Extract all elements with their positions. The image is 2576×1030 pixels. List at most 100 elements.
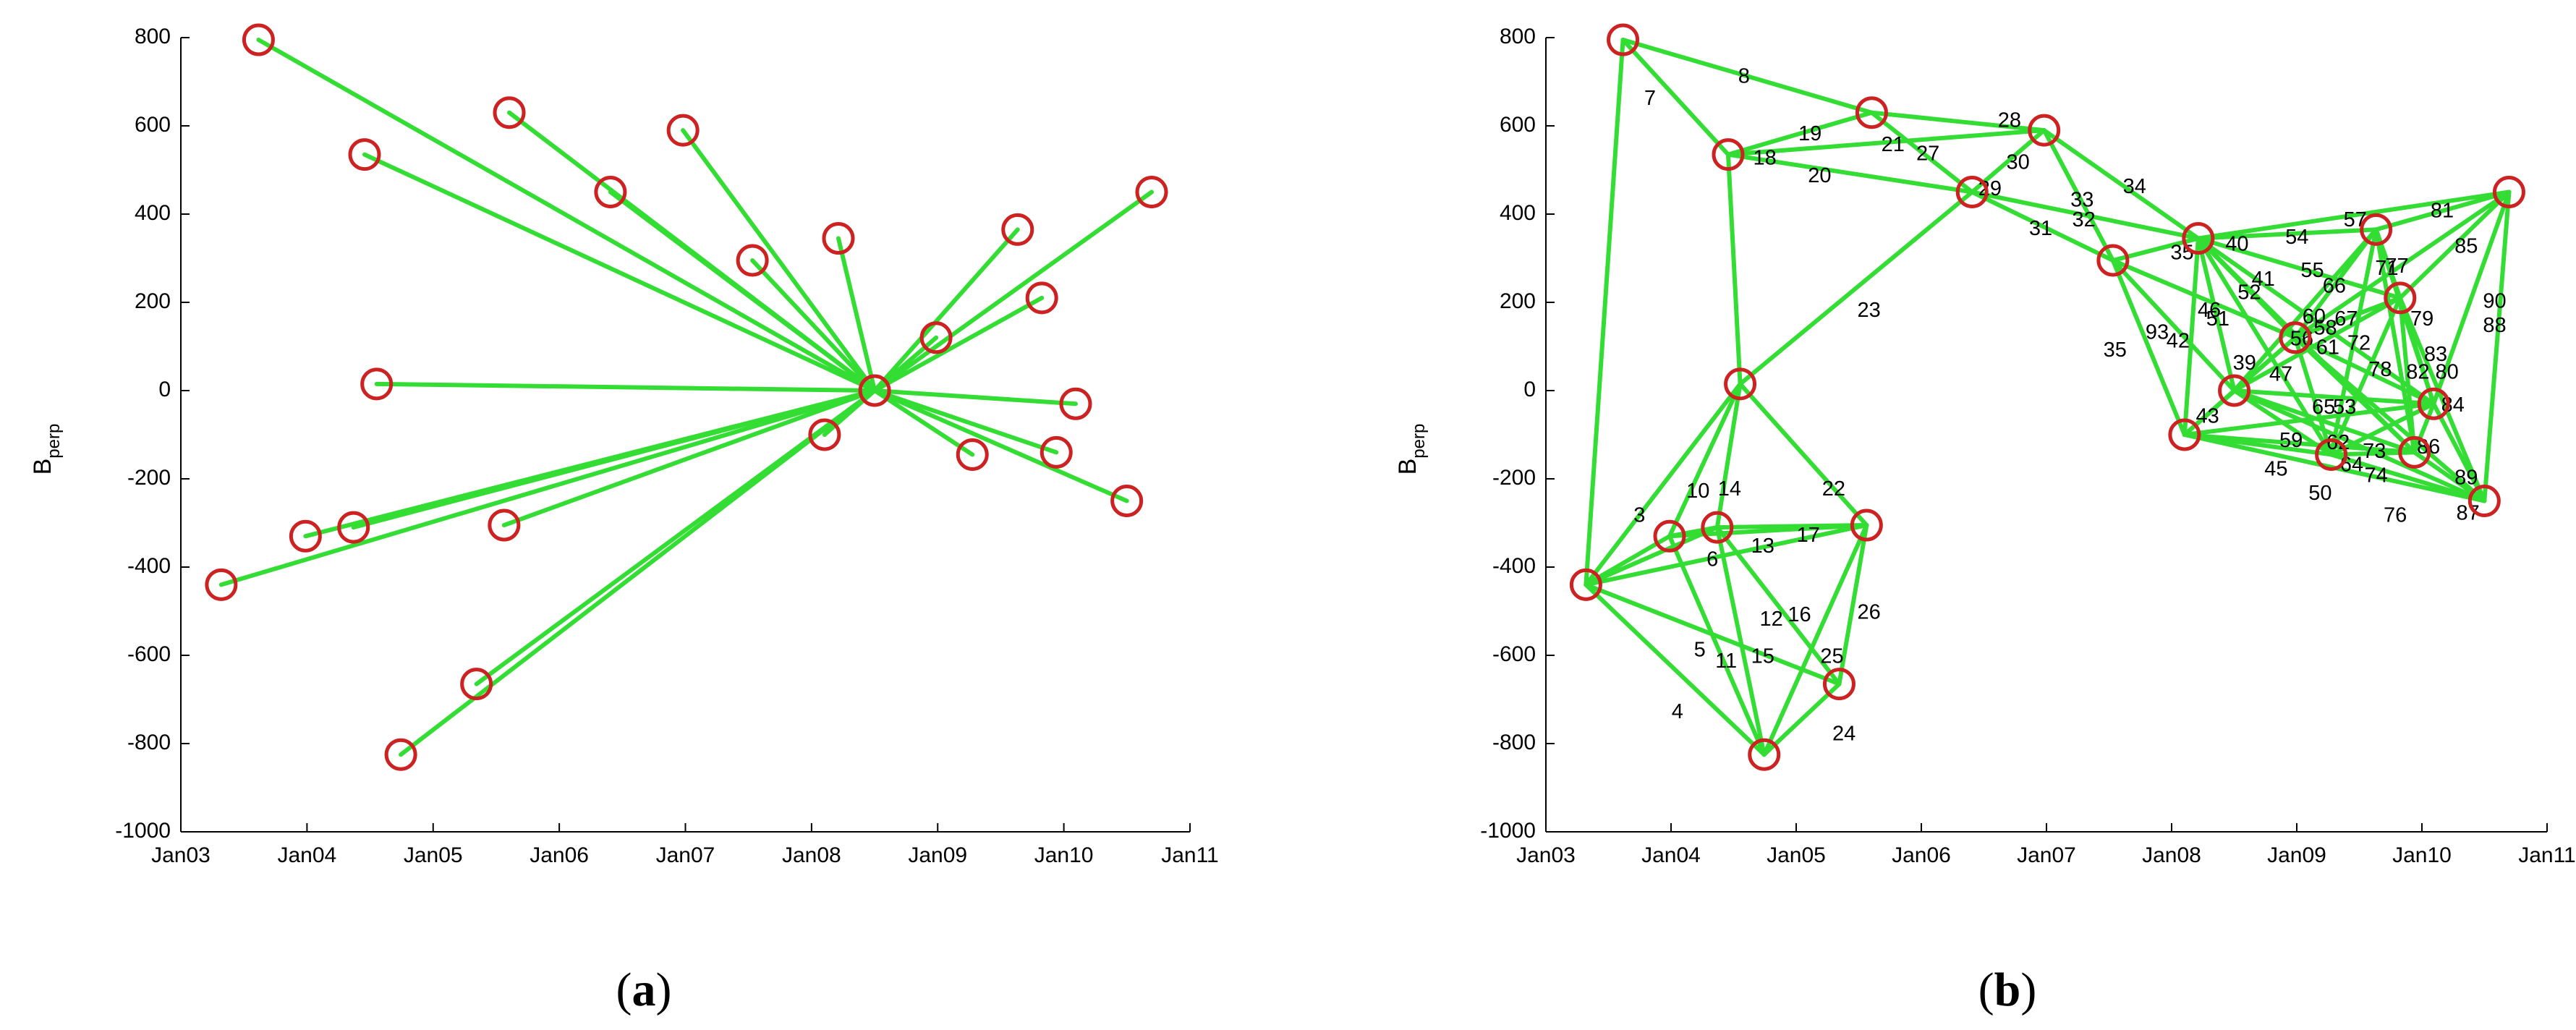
edge-label: 21 <box>1882 133 1905 156</box>
x-tick-label: Jan04 <box>278 843 337 867</box>
y-tick-label: -1000 <box>115 819 171 843</box>
baseline-edge <box>836 236 877 393</box>
acquisition-marker <box>2168 418 2201 451</box>
baseline-edge <box>872 388 1059 455</box>
baseline-edge <box>2195 236 2237 393</box>
edge-label: 50 <box>2308 482 2331 505</box>
baseline-edge <box>2329 401 2436 457</box>
baseline-edge <box>2182 236 2201 437</box>
edge-label: 52 <box>2237 281 2261 304</box>
y-tick-label: 200 <box>135 289 171 313</box>
edge-label: 82 <box>2406 360 2429 383</box>
baseline-edge <box>681 128 877 393</box>
baseline-edge <box>1584 582 1767 757</box>
baseline-edge <box>2232 227 2379 393</box>
edge-label: 93 <box>2146 320 2169 344</box>
edge-label: 40 <box>2225 232 2248 255</box>
edge-label: 39 <box>2233 352 2256 375</box>
acquisition-marker <box>1724 367 1757 401</box>
edge-label: 19 <box>1798 122 1822 145</box>
acquisition-marker <box>2279 321 2312 354</box>
y-tick-label: 600 <box>1500 113 1536 137</box>
x-tick-label: Jan11 <box>1161 843 1219 867</box>
baseline-edge <box>872 388 975 457</box>
edge-label: 53 <box>2333 396 2356 419</box>
edge-label: 14 <box>1718 477 1741 501</box>
x-tick-label: Jan06 <box>1892 843 1951 867</box>
baseline-edge <box>2182 401 2436 437</box>
acquisition-marker <box>1855 96 1888 129</box>
edge-label: 8 <box>1738 65 1750 88</box>
edge-label: 31 <box>2029 217 2052 240</box>
acquisition-marker <box>2218 374 2251 407</box>
edge-label: 22 <box>1822 477 1845 501</box>
edge-label: 85 <box>2454 234 2478 258</box>
x-tick-label: Jan07 <box>2017 843 2076 867</box>
baseline-edge <box>2373 190 2512 232</box>
y-axis-label: Bperp <box>1394 424 1429 475</box>
acquisition-marker <box>488 508 521 542</box>
baseline-edge <box>1725 128 2046 157</box>
baseline-edge <box>2431 190 2512 407</box>
baseline-edge <box>1970 190 2201 241</box>
acquisition-marker <box>1001 213 1034 246</box>
x-tick-label: Jan03 <box>151 843 211 867</box>
x-tick-label: Jan07 <box>656 843 715 867</box>
edge-label: 80 <box>2436 360 2459 383</box>
baseline-edge <box>2232 388 2417 455</box>
acquisition-marker <box>919 321 953 354</box>
acquisition-marker <box>858 374 891 407</box>
edge-label: 83 <box>2424 343 2447 366</box>
baseline-edge <box>1620 38 1730 157</box>
baseline-edge <box>608 190 877 393</box>
edge-label: 77 <box>2385 255 2408 278</box>
baseline-edge <box>822 388 877 437</box>
x-tick-label: Jan10 <box>2392 843 2452 867</box>
panel-label: (a) <box>616 963 672 1016</box>
x-tick-label: Jan09 <box>908 843 967 867</box>
acquisition-marker <box>493 96 526 129</box>
baseline-edge <box>362 152 877 393</box>
edge-label: 42 <box>2167 330 2190 353</box>
edge-label: 17 <box>1797 524 1820 547</box>
panel-label-letter: b <box>1994 963 2021 1016</box>
baseline-edge <box>1725 152 1743 386</box>
acquisition-marker <box>2417 387 2450 420</box>
acquisition-marker <box>822 222 855 255</box>
x-tick-label: Jan08 <box>782 843 841 867</box>
acquisition-marker <box>460 668 493 701</box>
baseline-edge <box>872 295 1045 393</box>
acquisition-marker <box>2360 213 2393 246</box>
y-tick-label: 400 <box>135 201 171 225</box>
edge-label: 73 <box>2363 440 2386 463</box>
edge-label: 35 <box>2104 339 2127 362</box>
y-axis-label-main: B <box>29 459 56 475</box>
edge-label: 46 <box>2198 299 2221 322</box>
edge-label: 16 <box>1788 603 1811 626</box>
edge-label: 34 <box>2123 175 2146 198</box>
acquisition-marker <box>2028 114 2061 147</box>
edge-label: 20 <box>1808 164 1831 187</box>
y-tick-label: -400 <box>1492 554 1536 578</box>
baseline-edge <box>1584 523 1869 587</box>
edge-label: 24 <box>1832 722 1856 745</box>
baseline-edge <box>2232 388 2487 503</box>
acquisition-marker <box>594 176 627 208</box>
baseline-edge <box>1714 525 1842 686</box>
baseline-edge <box>2292 295 2402 340</box>
edge-label: 33 <box>2070 188 2093 211</box>
baseline-edge <box>2195 227 2379 241</box>
edge-label: 51 <box>2206 307 2229 331</box>
x-tick-label: Jan06 <box>530 843 589 867</box>
edge-label: 28 <box>1998 109 2021 132</box>
edge-label: 54 <box>2285 226 2308 249</box>
panel-label-close: ) <box>2020 963 2036 1016</box>
x-tick-label: Jan03 <box>1516 843 1576 867</box>
y-axis-label-subscript: perp <box>1409 424 1429 459</box>
baseline-edge <box>2292 190 2512 340</box>
edge-label: 43 <box>2195 404 2219 427</box>
acquisition-marker <box>337 511 370 544</box>
